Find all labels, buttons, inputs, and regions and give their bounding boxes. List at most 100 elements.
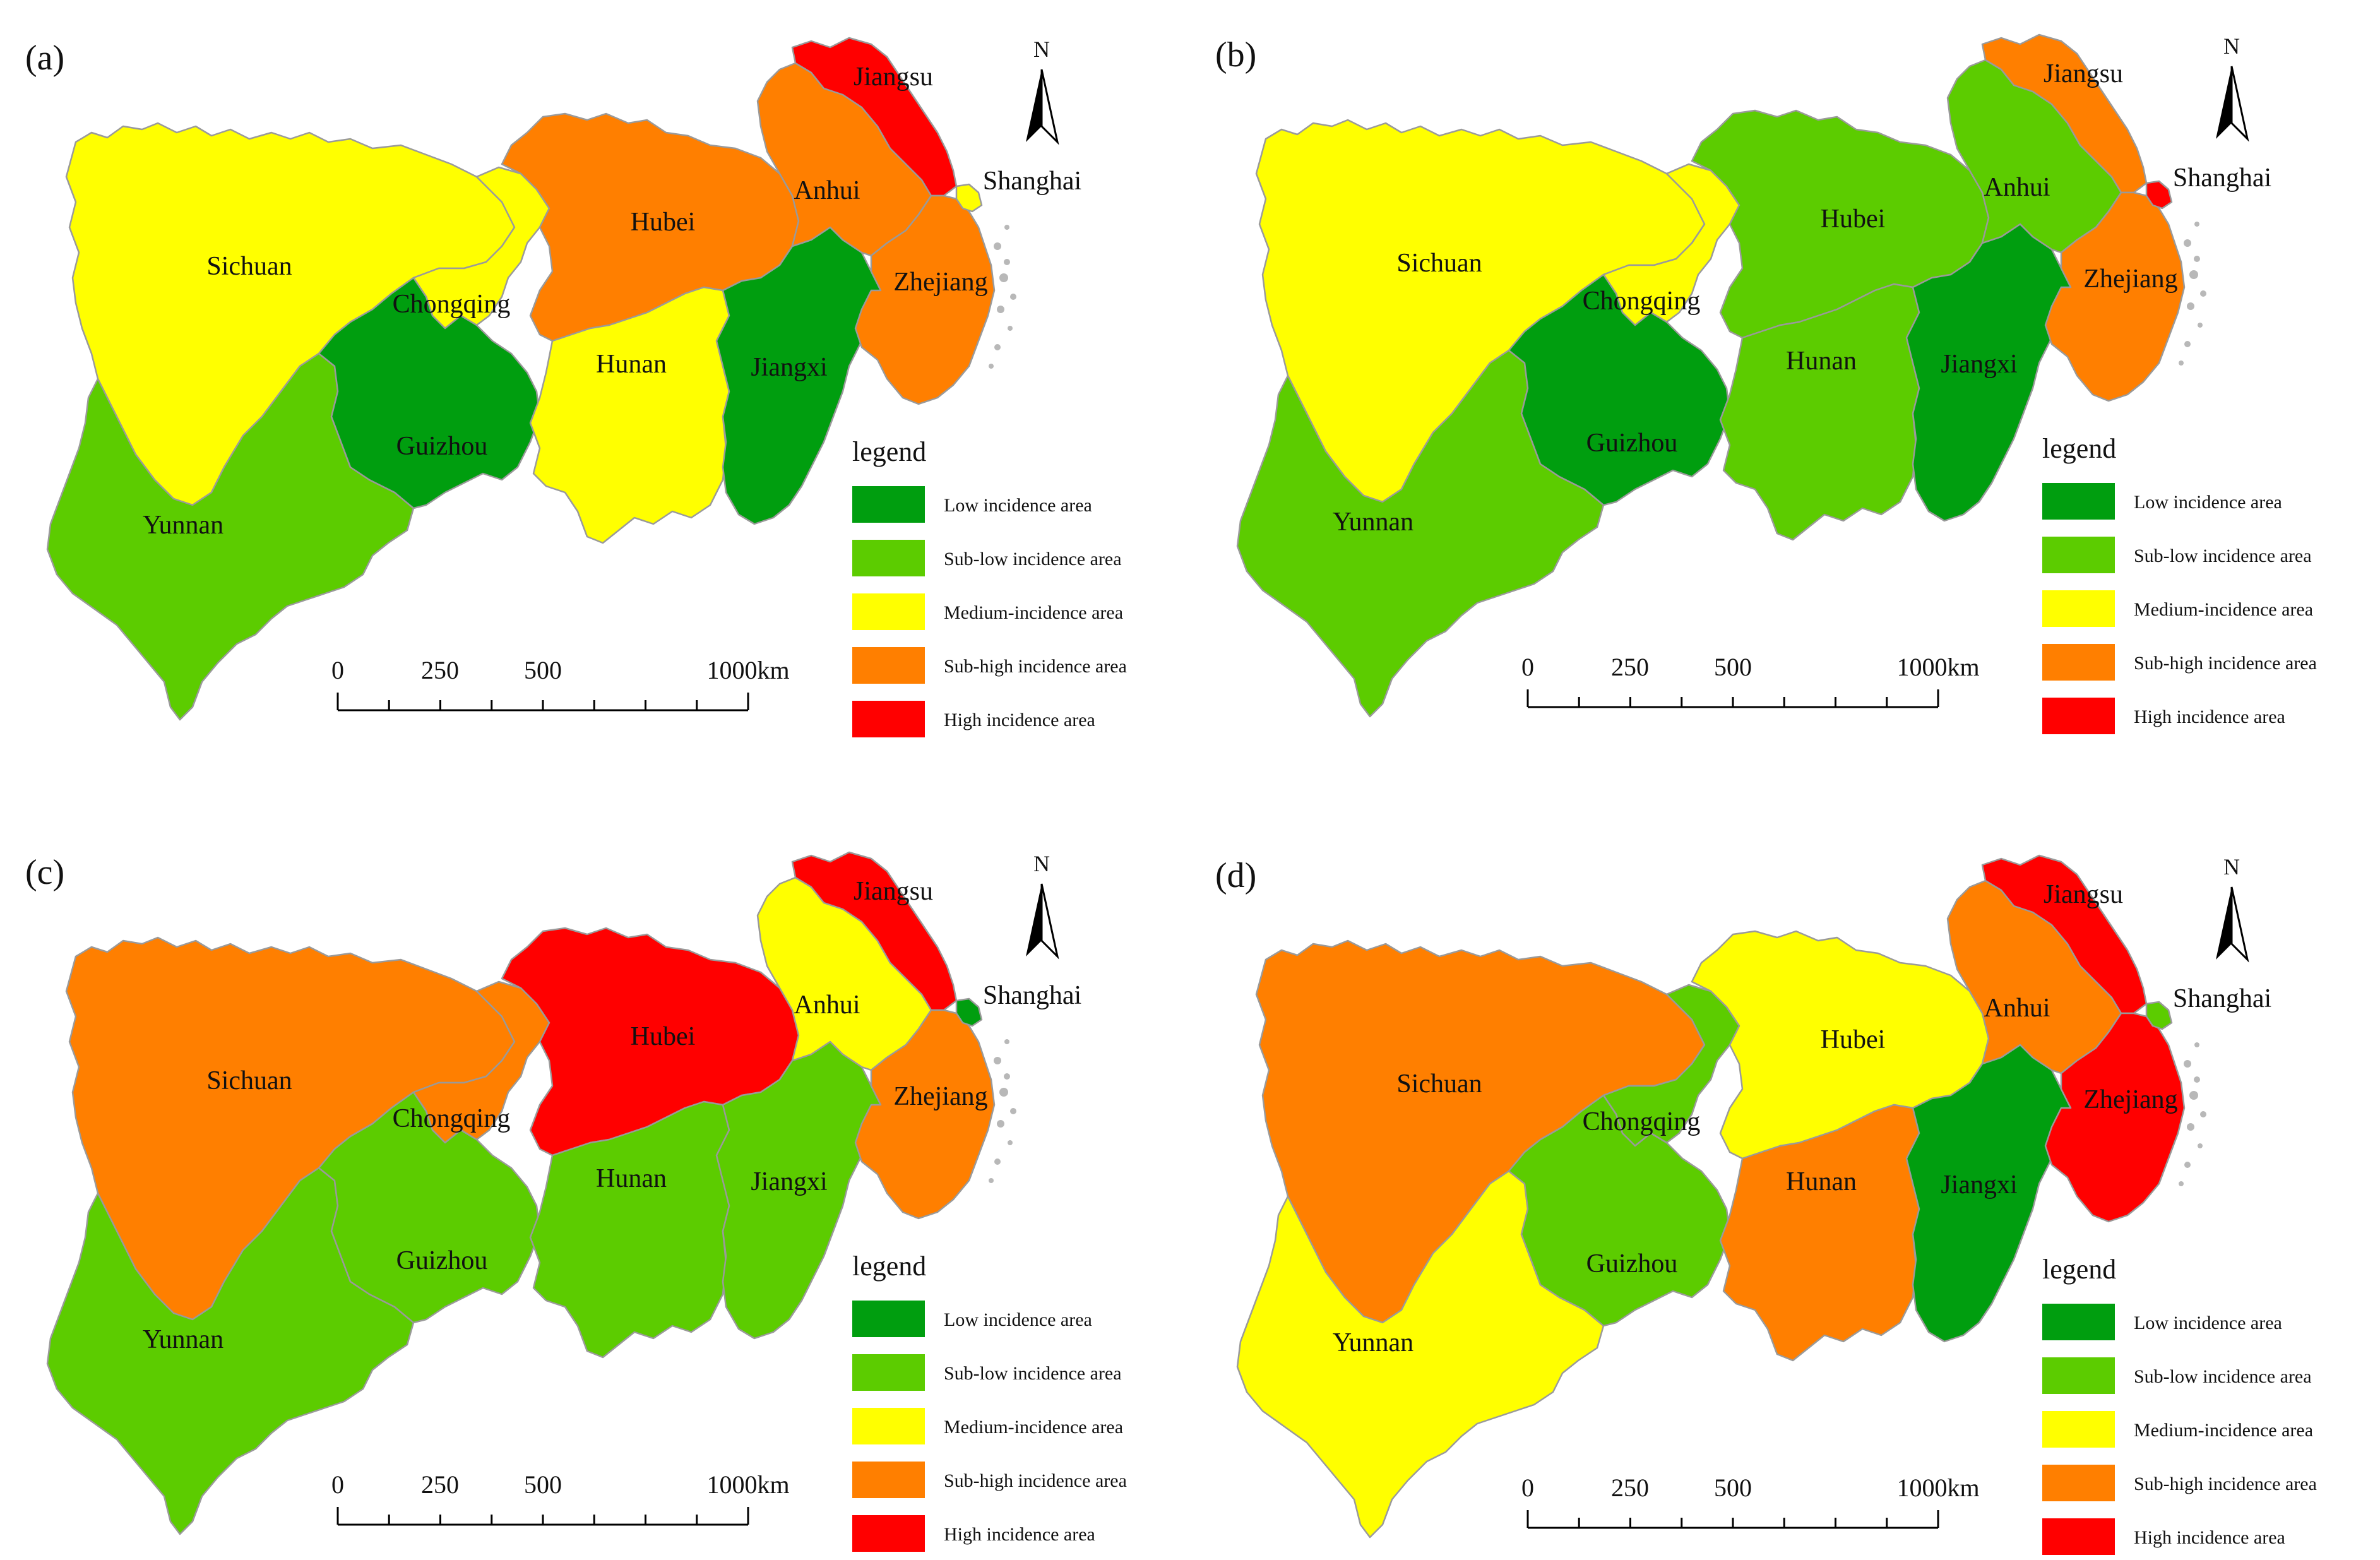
legend: legend Low incidence area Sub-low incidenc… <box>2042 433 2317 734</box>
legend-label-high: High incidence area <box>2134 706 2285 727</box>
scale-bar-label: 250 <box>1611 653 1649 681</box>
province-label-shanghai: Shanghai <box>983 981 1081 1010</box>
island-marker <box>994 242 1001 250</box>
province-zhejiang <box>854 194 996 405</box>
legend-label-medium: Medium-incidence area <box>2134 1420 2313 1441</box>
province-jiangsu <box>791 37 958 197</box>
scale-bar-label: 0 <box>331 1470 344 1499</box>
legend-label-subhigh: Sub-high incidence area <box>944 656 1127 677</box>
north-label: N <box>2223 33 2240 59</box>
province-hunan <box>529 286 730 544</box>
map-panel--d-: (d) Sichuan Chongqing Yunnan Guizhou Hubei Hun… <box>1215 854 2317 1555</box>
province-label-anhui: Anhui <box>1984 173 2050 202</box>
scale-bar-label: 250 <box>421 1470 459 1499</box>
legend-swatch-low <box>2042 1304 2115 1340</box>
island-marker <box>1004 1039 1009 1044</box>
island-marker <box>2189 270 2198 279</box>
province-label-chongqing: Chongqing <box>1583 287 1701 316</box>
province-label-zhejiang: Zhejiang <box>893 1082 987 1111</box>
island-marker <box>2200 1111 2206 1117</box>
legend-swatch-sublow <box>852 1354 925 1391</box>
legend-label-medium: Medium-incidence area <box>944 1417 1123 1438</box>
legend-swatch-subhigh <box>852 647 925 684</box>
legend: legend Low incidence area Sub-low incidenc… <box>852 436 1127 737</box>
north-arrow-dark-half <box>1026 884 1042 956</box>
scale-bar: 0 250 500 1000km <box>1521 1474 1980 1529</box>
province-shanghai <box>955 183 983 213</box>
province-label-yunnan: Yunnan <box>1333 1328 1413 1357</box>
north-arrow-icon: N <box>2216 854 2249 963</box>
island-marker <box>2184 1060 2191 1068</box>
province-label-jiangsu: Jiangsu <box>854 63 933 92</box>
island-marker <box>999 273 1008 282</box>
province-yunnan <box>1236 349 1605 718</box>
island-marker <box>1010 294 1016 300</box>
province-hunan <box>1719 283 1920 541</box>
province-label-hubei: Hubei <box>1821 1025 1886 1054</box>
scale-bar-label: 0 <box>1521 653 1534 681</box>
legend-label-subhigh: Sub-high incidence area <box>2134 1474 2317 1494</box>
island-marker <box>1004 1073 1010 1080</box>
island-marker <box>994 1057 1001 1064</box>
province-label-jiangsu: Jiangsu <box>2044 880 2123 909</box>
legend-swatch-subhigh <box>2042 1465 2115 1501</box>
province-yunnan <box>46 352 415 721</box>
province-shanghai <box>955 997 983 1027</box>
legend-swatch-high <box>2042 698 2115 734</box>
scale-bar-label: 1000km <box>706 1470 789 1499</box>
map-panel--c-: (c) Sichuan Chongqing Yunnan Guizhou Hubei Hun… <box>25 851 1127 1552</box>
island-marker <box>994 1158 1001 1165</box>
legend-label-high: High incidence area <box>944 1524 1095 1545</box>
legend-swatch-sublow <box>852 540 925 576</box>
island-marker <box>2194 222 2199 227</box>
scale-bar-label: 1000km <box>1896 653 1979 681</box>
province-label-hunan: Hunan <box>1786 1167 1857 1196</box>
province-label-shanghai: Shanghai <box>983 167 1081 196</box>
legend-swatch-sublow <box>2042 537 2115 573</box>
north-arrow-light-half <box>2230 66 2249 142</box>
province-label-zhejiang: Zhejiang <box>2083 265 2177 294</box>
province-label-hubei: Hubei <box>1821 205 1886 234</box>
scale-bar-label: 500 <box>524 1470 562 1499</box>
legend-label-high: High incidence area <box>944 710 1095 730</box>
province-label-jiangxi: Jiangxi <box>1941 350 2017 379</box>
province-label-anhui: Anhui <box>1984 994 2050 1023</box>
province-map: Sichuan Chongqing Yunnan Guizhou Hubei Hunan J… <box>1236 854 2271 1539</box>
province-map: Sichuan Chongqing Yunnan Guizhou Hubei Hunan J… <box>46 851 1081 1535</box>
province-yunnan <box>46 1167 415 1535</box>
panel-label: (a) <box>25 39 64 78</box>
north-label: N <box>2223 854 2240 879</box>
legend-swatch-low <box>2042 483 2115 520</box>
province-map: Sichuan Chongqing Yunnan Guizhou Hubei Hunan J… <box>1236 33 2271 718</box>
island-marker <box>994 344 1001 350</box>
province-shanghai <box>2145 1001 2173 1030</box>
island-marker <box>2184 239 2191 247</box>
province-label-shanghai: Shanghai <box>2173 164 2271 193</box>
province-label-guizhou: Guizhou <box>1586 1249 1678 1278</box>
island-marker <box>2187 302 2194 310</box>
scale-bar-label: 500 <box>1714 1474 1752 1502</box>
north-label: N <box>1033 37 1050 62</box>
north-arrow-dark-half <box>1026 69 1042 142</box>
legend-swatch-medium <box>2042 1411 2115 1448</box>
island-marker <box>1008 326 1013 331</box>
province-label-jiangsu: Jiangsu <box>854 877 933 906</box>
island-marker <box>1008 1140 1013 1145</box>
island-marker <box>2194 1042 2199 1047</box>
province-jiangsu <box>791 851 958 1011</box>
north-arrow-icon: N <box>1026 851 1059 960</box>
north-label: N <box>1033 851 1050 876</box>
legend-swatch-high <box>852 1515 925 1552</box>
province-map: Sichuan Chongqing Yunnan Guizhou Hubei Hunan J… <box>46 37 1081 721</box>
north-arrow-dark-half <box>2216 66 2232 139</box>
legend-title: legend <box>2042 1254 2116 1285</box>
province-label-hubei: Hubei <box>631 1022 696 1051</box>
legend: legend Low incidence area Sub-low incidenc… <box>2042 1254 2317 1555</box>
province-zhejiang <box>2044 1012 2186 1223</box>
legend-title: legend <box>2042 433 2116 464</box>
province-label-chongqing: Chongqing <box>393 290 511 319</box>
legend-label-low: Low incidence area <box>2134 1313 2282 1333</box>
island-marker <box>1004 225 1009 230</box>
island-marker <box>1004 259 1010 265</box>
